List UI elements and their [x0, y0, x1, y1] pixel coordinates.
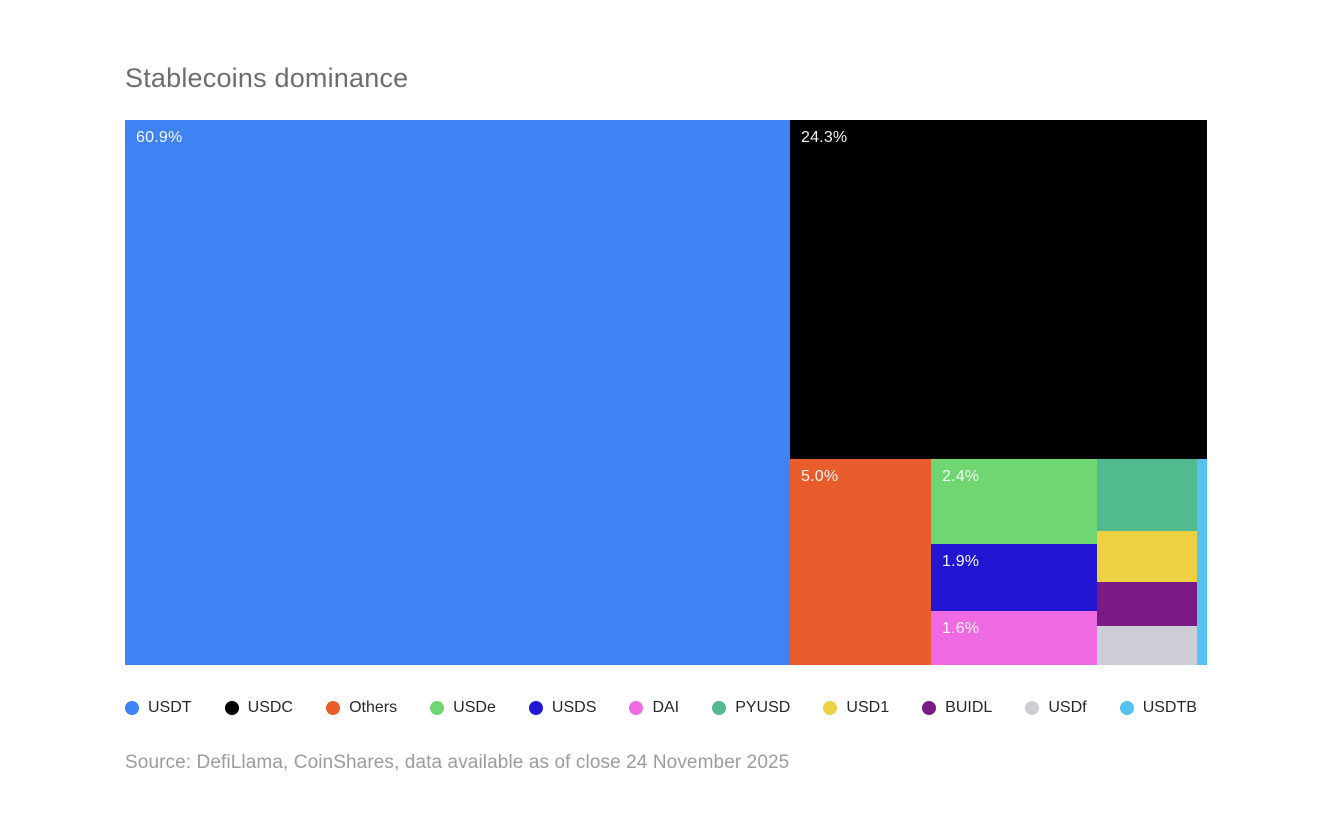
legend-dot-icon	[224, 701, 239, 715]
treemap-cell-label-dai: 1.6%	[941, 619, 980, 637]
legend-dot-icon	[430, 701, 445, 715]
treemap-cell-label-others: 5.0%	[800, 467, 839, 485]
legend-dot-icon	[823, 701, 838, 715]
legend: USDT USDC Others USDe USDS DAI PYUSD USD1 BUIDL U…	[125, 699, 1197, 717]
legend-label: USDS	[551, 699, 597, 716]
treemap-cell-usdf[interactable]	[1096, 625, 1197, 665]
legend-label: USD1	[846, 699, 890, 716]
treemap-cell-label-usdt: 60.9%	[136, 129, 183, 146]
legend-item-usdf[interactable]: USDf	[1025, 699, 1087, 717]
treemap-cell-buidl[interactable]	[1096, 581, 1197, 626]
treemap-cell-label-usds: 1.9%	[941, 552, 980, 570]
legend-label: USDTB	[1142, 699, 1197, 716]
legend-dot-icon	[1025, 701, 1040, 715]
treemap-cell-dai[interactable]: 1.6%	[930, 610, 1097, 665]
treemap-cell-usds[interactable]: 1.9%	[930, 543, 1097, 611]
legend-item-usdt[interactable]: USDT	[125, 699, 192, 717]
treemap-cell-usde[interactable]: 2.4%	[930, 458, 1097, 544]
legend-dot-icon	[629, 701, 644, 715]
legend-label: USDe	[453, 699, 496, 716]
legend-item-usd1[interactable]: USD1	[823, 699, 889, 717]
legend-dot-icon	[922, 701, 937, 715]
legend-item-dai[interactable]: DAI	[629, 699, 679, 717]
legend-item-pyusd[interactable]: PYUSD	[712, 699, 790, 717]
legend-dot-icon	[326, 701, 341, 715]
treemap-cell-label-usdc: 24.3%	[800, 129, 848, 146]
legend-item-usdtb[interactable]: USDTB	[1119, 699, 1197, 717]
chart-title: Stablecoins dominance	[125, 63, 409, 93]
source-note: Source: DefiLlama, CoinShares, data avai…	[125, 752, 790, 773]
legend-label: USDC	[247, 699, 293, 716]
legend-item-usdc[interactable]: USDC	[224, 699, 293, 717]
legend-dot-icon	[125, 701, 139, 715]
legend-dot-icon	[712, 701, 727, 715]
treemap-cell-pyusd[interactable]	[1096, 458, 1197, 531]
legend-label: USDf	[1048, 699, 1087, 716]
legend-label: BUIDL	[945, 699, 993, 716]
legend-dot-icon	[1119, 701, 1134, 715]
legend-label: USDT	[148, 699, 192, 716]
treemap-cell-usd1[interactable]	[1096, 530, 1197, 582]
legend-label: Others	[349, 699, 398, 716]
treemap: 60.9% 24.3% 5.0% 2.4% 1.9% 1.6%	[125, 120, 1207, 665]
legend-item-others[interactable]: Others	[326, 699, 397, 717]
legend-label: DAI	[652, 699, 680, 716]
treemap-cell-label-usde: 2.4%	[941, 467, 980, 485]
legend-item-usds[interactable]: USDS	[528, 699, 597, 717]
legend-item-usde[interactable]: USDe	[430, 699, 496, 717]
treemap-cell-usdc[interactable]: 24.3%	[789, 120, 1207, 459]
legend-label: PYUSD	[735, 699, 791, 716]
treemap-cell-usdt[interactable]: 60.9%	[125, 120, 790, 665]
treemap-cell-usdtb[interactable]	[1196, 458, 1207, 665]
legend-item-buidl[interactable]: BUIDL	[922, 699, 992, 717]
legend-dot-icon	[528, 701, 543, 715]
treemap-cell-others[interactable]: 5.0%	[789, 458, 931, 665]
